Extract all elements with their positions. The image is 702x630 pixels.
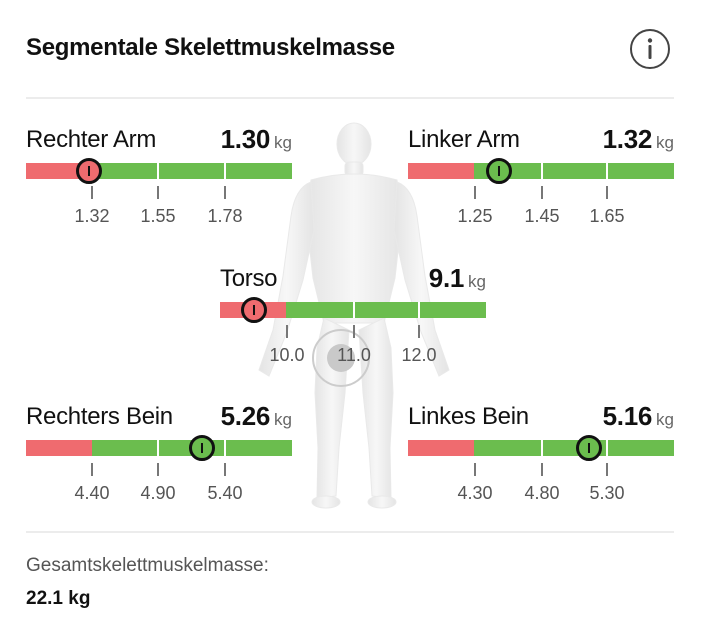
segment-label: Rechter Arm	[26, 126, 157, 153]
tick-label: 10.0	[269, 345, 305, 365]
tick-label: 1.32	[74, 206, 110, 226]
tick-label: 4.90	[140, 483, 176, 503]
total-label: Gesamtskelettmuskelmasse:	[26, 555, 269, 576]
tick-label: 12.0	[401, 345, 437, 365]
tick-label: 4.30	[457, 483, 493, 503]
tick-label: 4.80	[524, 483, 560, 503]
value-marker	[486, 158, 512, 184]
body-figure	[258, 122, 450, 509]
value-marker	[576, 435, 602, 461]
tick-label: 11.0	[337, 345, 371, 365]
segment-value: 5.26 kg	[220, 401, 292, 431]
tick-label: 1.65	[589, 206, 625, 226]
segment-right-leg: Rechters Bein 5.26 kg 4.40 4.90 5.40	[26, 401, 292, 503]
tick-label: 1.45	[524, 206, 560, 226]
segment-label: Rechters Bein	[26, 403, 173, 430]
tick-label: 5.30	[589, 483, 625, 503]
value-marker	[241, 297, 267, 323]
segment-value: 1.32 kg	[602, 124, 674, 154]
range-bar	[408, 163, 674, 179]
footer-divider	[26, 531, 674, 533]
segment-value: 1.30 kg	[220, 124, 292, 154]
total-value: 22.1 kg	[26, 588, 91, 609]
tick-label: 4.40	[74, 483, 110, 503]
range-bar	[26, 440, 292, 456]
info-icon[interactable]	[629, 28, 671, 70]
header-divider	[26, 97, 674, 99]
value-marker	[76, 158, 102, 184]
value-marker	[189, 435, 215, 461]
segment-left-leg: Linkes Bein 5.16 kg 4.30 4.80 5.30	[408, 401, 674, 503]
segment-torso: Torso 9.1 kg 10.0 11.0 12.0	[220, 263, 486, 365]
segment-left-arm: Linker Arm 1.32 kg 1.25 1.45 1.65	[408, 124, 674, 226]
segment-label: Linker Arm	[408, 126, 520, 153]
segment-right-arm: Rechter Arm 1.30 kg 1.32 1.55 1.78	[26, 124, 292, 226]
page-title: Segmentale Skelettmuskelmasse	[26, 34, 395, 61]
segment-label: Torso	[220, 265, 278, 292]
tick-label: 1.25	[457, 206, 493, 226]
tick-label: 1.78	[207, 206, 243, 226]
segment-label: Linkes Bein	[408, 403, 529, 430]
range-bar	[26, 163, 292, 179]
tick-label: 1.55	[140, 206, 176, 226]
segment-value: 9.1 kg	[428, 263, 486, 293]
tick-label: 5.40	[207, 483, 243, 503]
range-bar	[408, 440, 674, 456]
segment-value: 5.16 kg	[602, 401, 674, 431]
